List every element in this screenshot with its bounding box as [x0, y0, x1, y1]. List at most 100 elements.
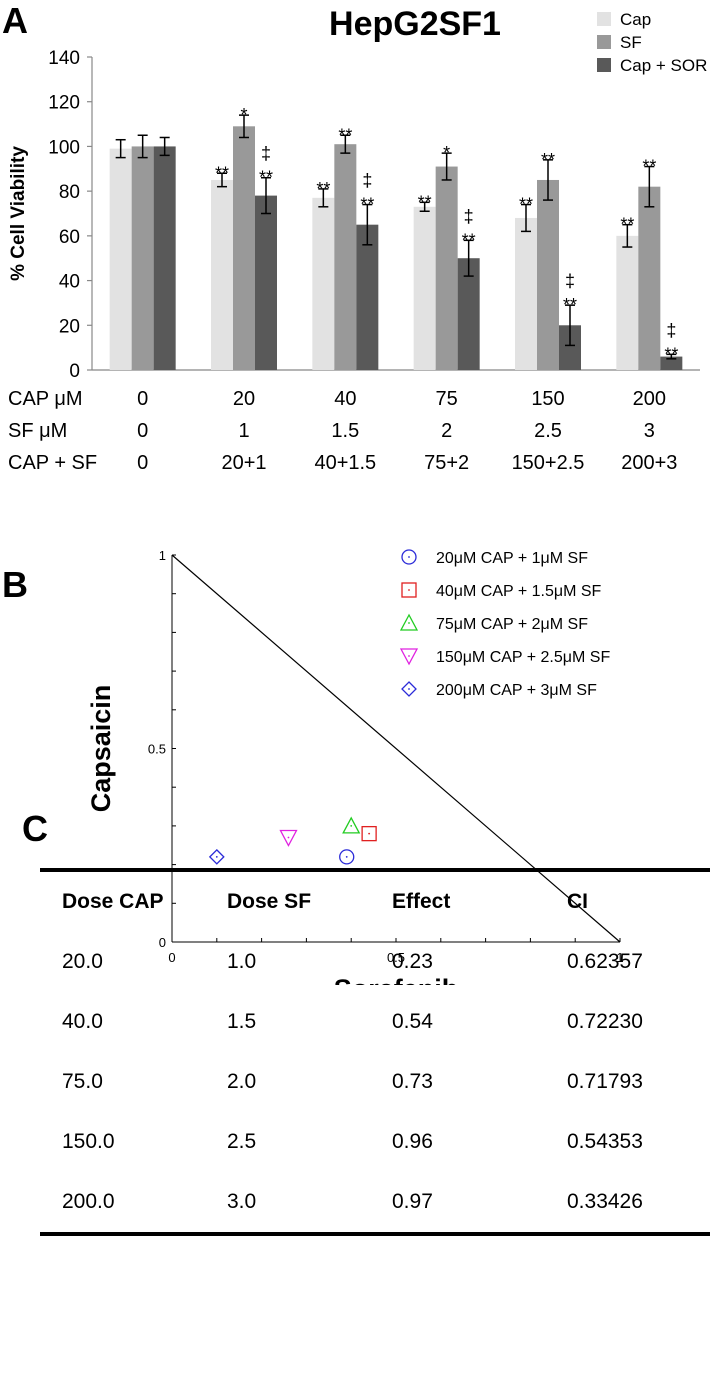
condition-value: 1.5: [331, 420, 359, 442]
y-tick-label: 1: [159, 548, 166, 563]
y-tick-label: 0: [159, 935, 166, 950]
condition-value: 200+3: [621, 452, 677, 474]
bar-cap-sor: [153, 146, 176, 370]
y-tick-label: 140: [48, 48, 80, 69]
data-point-triangle-up: [342, 816, 361, 834]
chart-title: HepG2SF1: [329, 5, 501, 43]
cell-ci: 0.33426: [567, 1190, 643, 1213]
significance-label: ‡: [464, 206, 474, 226]
condition-value: 40+1.5: [314, 452, 376, 474]
cell-dose-sf: 2.5: [227, 1130, 257, 1153]
condition-value: 0: [137, 452, 148, 474]
cell-effect: 0.73: [392, 1070, 433, 1093]
cell-effect: 0.54: [392, 1010, 433, 1033]
significance-label: **: [642, 157, 656, 177]
cell-dose-sf: 1.0: [227, 950, 257, 973]
legend-swatch: [597, 58, 611, 72]
condition-value: 0: [137, 420, 148, 442]
data-point-diamond-center: [215, 855, 218, 858]
x-axis-label: Sorafenib: [334, 974, 459, 985]
condition-row-label: CAP μM: [8, 388, 83, 410]
isobologram-b: 0 0.5 1 0 0.5 1 Capsaicin Sorafenib 20μM CAP + 1…: [86, 548, 624, 985]
data-point-triangle-down: [279, 829, 298, 847]
legend-marker-diamond-center: [408, 688, 410, 690]
bar-cap-sor: [255, 195, 277, 370]
cell-ci: 0.72230: [567, 1010, 643, 1033]
bar-sf: [638, 186, 661, 370]
significance-label: **: [316, 179, 330, 199]
cell-dose-cap: 20.0: [62, 950, 103, 973]
cell-effect: 0.96: [392, 1130, 433, 1153]
significance-label: ‡: [666, 320, 676, 340]
table-row: 150.0 2.5 0.96 0.54353: [40, 1112, 710, 1172]
significance-label: *: [240, 105, 247, 125]
bar-cap-sor: [660, 356, 683, 370]
legend-marker-square-center: [408, 589, 410, 591]
cell-dose-cap: 40.0: [62, 1010, 103, 1033]
significance-label: **: [519, 195, 533, 215]
y-tick-label: 60: [59, 227, 80, 248]
legend-marker-triangle-up-center: [408, 622, 410, 624]
legend-label: 20μM CAP + 1μM SF: [436, 550, 588, 567]
condition-value: 150+2.5: [512, 452, 585, 474]
table-header-row: Dose CAP Dose SF Effect CI: [40, 872, 710, 932]
legend-label: 150μM CAP + 2.5μM SF: [436, 649, 610, 666]
significance-label: **: [563, 295, 577, 315]
condition-value: 20+1: [221, 452, 266, 474]
significance-label: ‡: [362, 171, 372, 191]
table-row: 20.0 1.0 0.23 0.62357: [40, 932, 710, 992]
significance-label: **: [360, 195, 374, 215]
significance-label: **: [664, 344, 678, 364]
condition-value: 3: [644, 420, 655, 442]
legend-swatch: [597, 35, 611, 49]
bar-sf: [131, 146, 154, 370]
y-axis-label: % Cell Viability: [8, 146, 29, 281]
data-point-triangle-up-center: [350, 825, 353, 827]
cell-dose-sf: 2.0: [227, 1070, 257, 1093]
table-row: 40.0 1.5 0.54 0.72230: [40, 992, 710, 1052]
y-tick-label: 80: [59, 182, 80, 203]
bar-cap-sor: [559, 325, 581, 370]
panel-label-b: B: [2, 564, 28, 605]
significance-label: ‡: [565, 271, 575, 291]
legend-marker-square: [401, 582, 417, 598]
significance-label: **: [259, 168, 273, 188]
bar-sf: [334, 144, 357, 370]
y-tick-label: 40: [59, 272, 80, 293]
condition-value: 150: [531, 388, 564, 410]
col-header-dose-sf: Dose SF: [227, 890, 312, 913]
legend-swatch: [597, 12, 611, 26]
cell-effect: 0.97: [392, 1190, 433, 1213]
bar-cap: [616, 235, 639, 370]
condition-value: 40: [334, 388, 356, 410]
y-axis-label: Capsaicin: [86, 685, 116, 813]
panel-label-a: A: [2, 0, 28, 41]
cell-dose-cap: 200.0: [62, 1190, 115, 1213]
cell-dose-sf: 3.0: [227, 1190, 257, 1213]
table-row: 75.0 2.0 0.73 0.71793: [40, 1052, 710, 1112]
condition-value: 1: [238, 420, 249, 442]
bar-sf: [233, 126, 255, 370]
bar-cap: [515, 217, 537, 370]
data-point-square: [361, 825, 377, 842]
col-header-effect: Effect: [392, 890, 451, 913]
y-tick-label: 0.5: [148, 742, 166, 757]
data-point-triangle-down-center: [287, 836, 290, 839]
significance-label: **: [620, 215, 634, 235]
condition-row-label: CAP + SF: [8, 452, 97, 474]
table-bottom-rule: [40, 1232, 710, 1236]
legend-marker-triangle-down-center: [408, 655, 410, 657]
x-tick-label: 0.5: [387, 950, 405, 965]
legend-marker-triangle-down: [399, 648, 419, 666]
cell-dose-cap: 150.0: [62, 1130, 115, 1153]
significance-label: **: [338, 125, 352, 145]
data-point-square-center: [368, 832, 371, 835]
bar-cap-sor: [457, 258, 480, 370]
x-tick-label: 1: [616, 950, 623, 965]
data-point-diamond: [208, 848, 225, 865]
condition-value: 200: [633, 388, 666, 410]
bar-cap-sor: [356, 224, 379, 370]
condition-value: 75+2: [424, 452, 469, 474]
bar-cap: [413, 206, 436, 370]
